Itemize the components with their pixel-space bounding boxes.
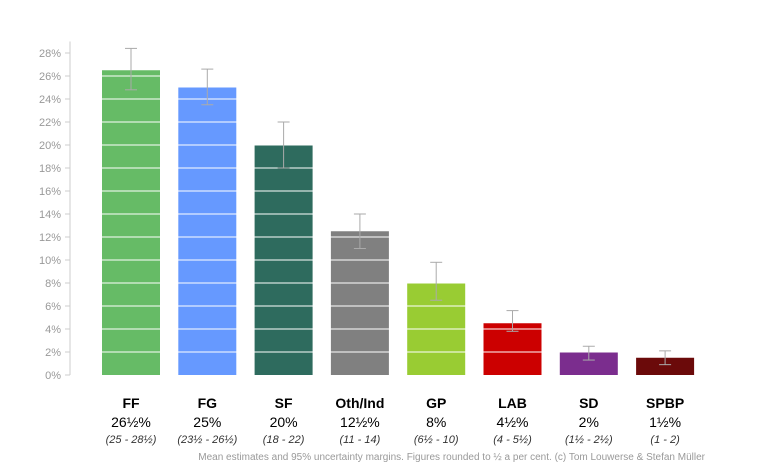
bar <box>330 231 389 375</box>
category-label: LAB <box>498 395 527 411</box>
category-label: FG <box>198 395 218 411</box>
y-tick-label: 24% <box>39 94 61 106</box>
y-axis: 0% 2% 4% 6% 8% 10% 12% 14% 16% 18% 20% 22% 24% 26% 28% <box>39 41 71 382</box>
gridlines <box>71 52 710 353</box>
error-bars <box>125 47 672 366</box>
bar <box>483 323 542 375</box>
y-tick-label: 10% <box>39 255 61 267</box>
category-label: GP <box>426 395 446 411</box>
y-tick-label: 22% <box>39 117 61 129</box>
range-label: (1½ - 2½) <box>565 434 613 446</box>
bar <box>178 87 237 375</box>
footnote: Mean estimates and 95% uncertainty margi… <box>198 452 705 463</box>
value-label: 25% <box>193 414 221 430</box>
value-label: 2% <box>579 414 599 430</box>
range-label: (18 - 22) <box>263 434 305 446</box>
range-label: (6½ - 10) <box>414 434 459 446</box>
bar <box>102 70 160 375</box>
value-label: 4½% <box>497 414 529 430</box>
y-tick-label: 8% <box>45 278 61 290</box>
bar <box>559 352 618 375</box>
y-tick-label: 2% <box>45 347 61 359</box>
category-labels: FF 26½% (25 - 28½) FG 25% (23½ - 26½) SF 20% (18… <box>106 395 685 446</box>
y-tick-label: 20% <box>39 140 61 152</box>
range-label: (4 - 5½) <box>493 434 532 446</box>
value-label: 26½% <box>111 414 151 430</box>
range-label: (1 - 2) <box>650 434 680 446</box>
category-label: SF <box>275 395 293 411</box>
value-label: 12½% <box>340 414 380 430</box>
y-tick-label: 6% <box>45 301 61 313</box>
y-tick-label: 12% <box>39 232 61 244</box>
bar <box>636 357 695 375</box>
value-label: 8% <box>426 414 446 430</box>
range-label: (11 - 14) <box>340 434 381 446</box>
category-label: Oth/Ind <box>335 395 384 411</box>
category-label: SD <box>579 395 598 411</box>
y-tick-label: 28% <box>39 48 61 60</box>
range-label: (25 - 28½) <box>106 434 157 446</box>
y-tick-label: 4% <box>45 324 61 336</box>
value-label: 1½% <box>649 414 681 430</box>
value-label: 20% <box>270 414 298 430</box>
y-tick-label: 16% <box>39 186 61 198</box>
category-label: FF <box>122 395 140 411</box>
y-tick-label: 18% <box>39 163 61 175</box>
y-tick-label: 14% <box>39 209 61 221</box>
y-tick-label: 26% <box>39 71 61 83</box>
category-label: SPBP <box>646 395 684 411</box>
range-label: (23½ - 26½) <box>177 434 237 446</box>
y-tick-label: 0% <box>45 370 61 382</box>
